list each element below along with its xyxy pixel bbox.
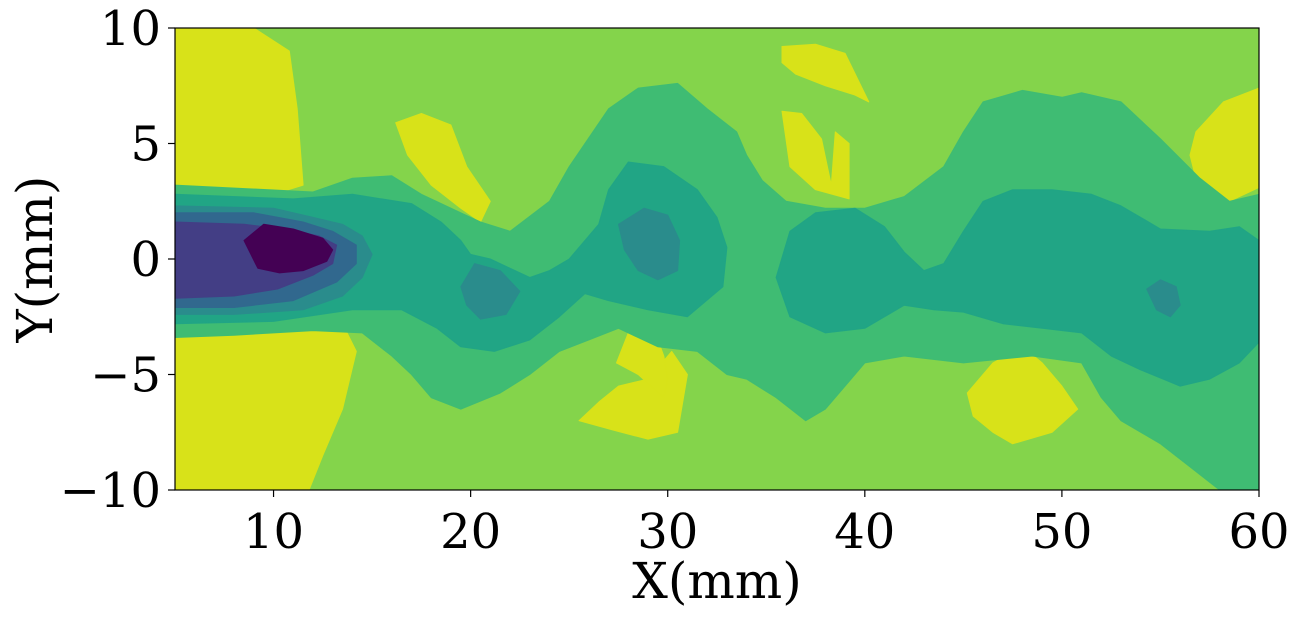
contour-region-level-7 — [781, 43, 870, 103]
contour-region-level-0 — [243, 223, 334, 274]
x-tick-label: 60 — [1228, 504, 1289, 560]
y-tick-label: 5 — [130, 117, 161, 173]
contour-region-level-7 — [1189, 87, 1259, 202]
y-tick-label: −10 — [60, 463, 161, 519]
contour-region-level-3 — [1146, 279, 1181, 318]
contour-region-level-7 — [175, 28, 304, 195]
y-tick-label: 0 — [130, 232, 161, 288]
x-tick-label: 40 — [834, 504, 895, 560]
contour-region-level-3 — [618, 207, 681, 281]
x-tick-label: 20 — [440, 504, 501, 560]
x-tick-label: 30 — [637, 504, 698, 560]
y-tick-label: −5 — [90, 348, 161, 404]
contour-regions — [175, 28, 1259, 490]
x-axis: 10 20 30 40 50 60 — [243, 490, 1290, 560]
contour-region-level-7 — [395, 113, 491, 223]
contour-region-level-3 — [460, 263, 521, 320]
y-axis: −10 −5 0 5 10 — [60, 1, 175, 519]
y-axis-label: Y(mm) — [6, 176, 64, 344]
x-tick-label: 50 — [1031, 504, 1092, 560]
contour-region-level-7 — [781, 110, 850, 200]
x-tick-label: 10 — [243, 504, 304, 560]
contour-region-level-4 — [775, 189, 1259, 387]
y-tick-label: 10 — [100, 1, 161, 57]
x-axis-label: X(mm) — [632, 552, 801, 610]
